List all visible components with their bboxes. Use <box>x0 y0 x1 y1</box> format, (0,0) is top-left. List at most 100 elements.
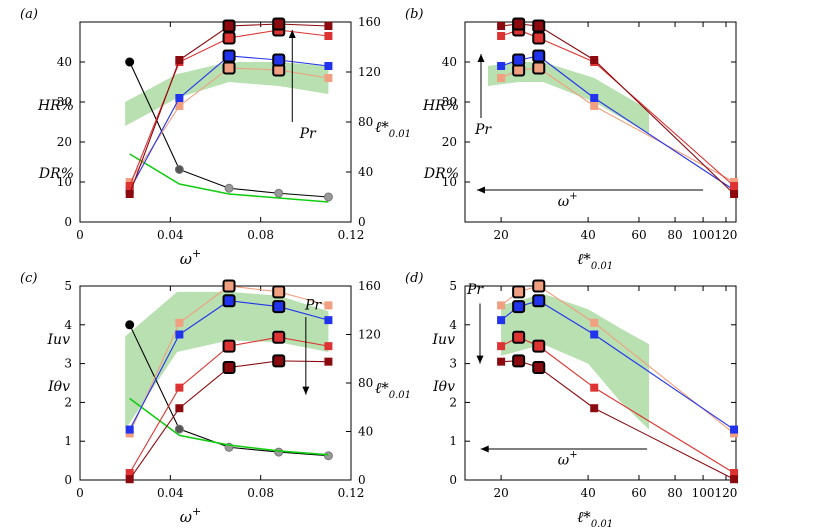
panel-b-xtick-label: 40 <box>580 228 595 242</box>
panel-a-series-marker <box>175 102 184 110</box>
panel-c-ell-marker <box>274 447 284 457</box>
panel-c-xtick-label: 0 <box>76 486 84 500</box>
panel-c-y2tick-label: 80 <box>358 376 373 390</box>
panel-b-label: (b) <box>405 7 423 22</box>
panel-c-series-marker <box>324 357 333 366</box>
panel-b-series-marker <box>590 102 599 110</box>
panel-d-ytick-label: 4 <box>449 318 457 332</box>
panel-a-ytick-label: 20 <box>57 135 72 149</box>
panel-d-pr-label: Pr <box>466 282 484 298</box>
panel-c-series-marker <box>222 279 236 293</box>
panel-b-series-marker <box>532 49 546 63</box>
panel-d-series-marker <box>532 279 546 293</box>
panel-d-series-marker <box>512 285 526 299</box>
panel-d-series-marker <box>730 469 739 478</box>
panel-a-y2tick-label: 80 <box>358 115 373 129</box>
panel-d-series-marker <box>512 300 526 314</box>
panel-a-ytick-label: 30 <box>57 95 72 109</box>
panel-c-label: (c) <box>20 271 37 286</box>
panel-c-ytick-label: 4 <box>64 318 72 332</box>
panel-b-xtick-label: 20 <box>493 228 508 242</box>
panel-a-ell-marker <box>125 57 135 67</box>
panel-a-x-axis-label: ω+ <box>180 247 201 268</box>
panel-a-series-marker <box>324 74 333 82</box>
panel-d-ytick-label: 1 <box>449 434 457 448</box>
panel-b-frame <box>464 21 737 223</box>
panel-d-series-marker <box>730 475 739 484</box>
panel-c-series-marker <box>324 301 333 310</box>
panel-a-series-marker <box>272 53 286 67</box>
panel-c-ytick-label: 5 <box>64 279 72 293</box>
panel-b-omega-label: ω+ <box>558 191 578 210</box>
panel-a-y2tick-label: 160 <box>358 15 381 29</box>
panel-a-y2tick-label: 0 <box>358 215 366 229</box>
panel-b-hr-label: HR% <box>422 98 459 114</box>
panel-c-pr-label: Pr <box>304 297 322 313</box>
panel-d-series-marker <box>512 354 526 368</box>
panel-a-series-marker <box>222 61 236 75</box>
panel-c-series-marker <box>125 475 134 484</box>
panel-a-y2tick-label: 40 <box>358 165 373 179</box>
panel-b-ytick-label: 40 <box>442 55 457 69</box>
panel-c-xtick-label: 0.04 <box>157 486 184 500</box>
panel-a-pr-label: Pr <box>299 126 317 142</box>
panel-a-hr-label: HR% <box>37 98 74 114</box>
panel-c-series-marker <box>222 360 236 374</box>
panel-b-series-marker <box>532 61 546 75</box>
panel-d-xtick-label: 120 <box>715 486 738 500</box>
panel-d-iuv-label: Iuv <box>432 332 456 348</box>
panel-a-series-marker <box>324 62 333 70</box>
panel-a-series-marker <box>222 49 236 63</box>
panel-d-series-marker <box>497 316 506 325</box>
panel-a-xtick-label: 0.04 <box>157 228 184 242</box>
panel-d-xtick-label: 40 <box>580 486 595 500</box>
panel-c-y2tick-label: 120 <box>358 328 381 342</box>
panel-c-ell-marker <box>174 424 184 434</box>
panel-d-xtick-label: 60 <box>631 486 646 500</box>
panel-c-xtick-label: 0.08 <box>247 486 274 500</box>
panel-a-series-marker <box>324 22 333 30</box>
panel-a-range-band <box>125 62 329 126</box>
panel-a-green-line <box>129 153 329 203</box>
panel-a-xtick-label: 0 <box>76 228 84 242</box>
panel-a-ell-marker <box>323 192 333 202</box>
panel-b-dr-label: DR% <box>423 166 459 182</box>
panel-b-series-marker <box>497 74 506 82</box>
panel-d-itv-label: Iθv <box>432 379 455 395</box>
panel-d-x-axis-label: ℓ*0.01 <box>577 508 613 528</box>
panel-b-omega-arrow-head <box>476 186 485 194</box>
panel-b-ytick-label: 10 <box>442 175 457 189</box>
panel-b-series-marker <box>512 53 526 67</box>
panel-a-series-marker <box>222 31 236 45</box>
panel-d-ytick-label: 5 <box>449 279 457 293</box>
panel-d-series-marker <box>532 360 546 374</box>
panel-c-y2tick-label: 0 <box>358 473 366 487</box>
panel-d-ytick-label: 0 <box>449 473 457 487</box>
panel-a-series-marker <box>175 94 184 102</box>
panel-b-series-line <box>500 67 735 183</box>
panel-c-series-marker <box>175 330 184 339</box>
panel-a-pr-arrow-head <box>288 30 296 38</box>
panel-a-xtick-label: 0.12 <box>338 228 365 242</box>
panel-c-series-marker <box>222 339 236 353</box>
panel-c-y2-axis-label: ℓ*0.01 <box>375 379 411 401</box>
panel-d-series-marker <box>497 301 506 310</box>
panel-c-series-marker <box>175 404 184 413</box>
panel-c-ytick-label: 3 <box>64 357 72 371</box>
panel-d-omega-label: ω+ <box>558 449 578 468</box>
panel-c-ytick-label: 1 <box>64 434 72 448</box>
panel-b-pr-label: Pr <box>474 122 492 138</box>
panel-b-series-marker <box>730 190 739 198</box>
panel-a-ytick-label: 40 <box>57 55 72 69</box>
panel-b-xtick-label: 100 <box>692 228 715 242</box>
panel-d-series-marker <box>532 339 546 353</box>
panel-a-xtick-label: 0.08 <box>247 228 274 242</box>
panel-c-series-marker <box>272 354 286 368</box>
panel-c-y2tick-label: 160 <box>358 279 381 293</box>
panel-b-xtick-label: 60 <box>631 228 646 242</box>
panel-d-series-marker <box>730 425 739 434</box>
panel-c-series-marker <box>324 316 333 325</box>
panel-a-ytick-label: 10 <box>57 175 72 189</box>
panel-b-x-axis-label: ℓ*0.01 <box>577 250 613 272</box>
